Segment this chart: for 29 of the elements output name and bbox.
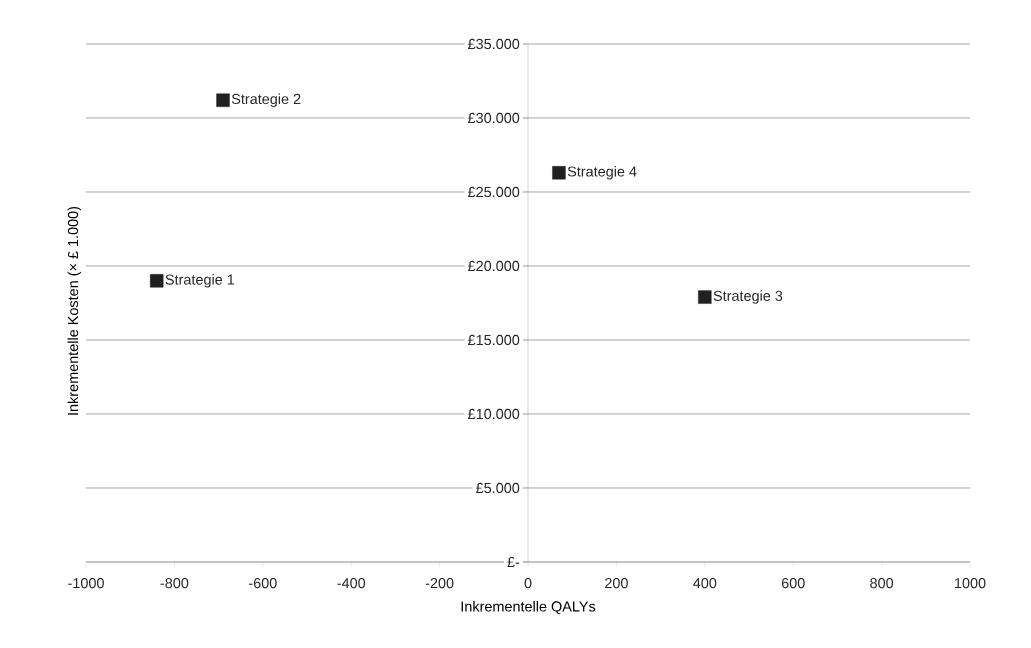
series-label: Strategie 2 [231,93,301,107]
point [216,93,230,107]
x-axis-title: Inkrementelle QALYs [461,601,596,615]
x-tick-label: -800 [160,577,189,589]
y-tick-label: £- [507,556,520,568]
x-tick-label: -200 [425,577,454,589]
x-tick-label: 200 [605,577,628,589]
y-tick-label: £30.000 [468,112,520,124]
y-tick-label: £15.000 [468,334,520,346]
series-label: Strategie 3 [713,290,783,304]
point [698,290,712,304]
x-tick-label: 400 [693,577,717,589]
series-label: Strategie 1 [165,274,235,288]
point [552,166,566,180]
y-tick-label: £25.000 [468,186,520,198]
y-axis-title: Inkrementelle Kosten (× £ 1.000) [67,206,81,415]
x-tick-label: 1000 [955,577,986,589]
x-tick-label: -1000 [68,577,104,589]
point [150,274,164,288]
x-tick-label: 600 [781,577,805,589]
y-tick-label: £10.000 [468,408,520,420]
x-tick-label: -600 [248,577,277,589]
series-label: Strategie 4 [567,166,637,180]
x-tick-label: -400 [337,577,366,589]
x-tick-label: 0 [524,577,532,589]
x-tick-label: 800 [870,577,894,589]
y-tick-label: £5.000 [476,482,520,494]
y-tick-label: £20.000 [468,260,520,272]
y-tick-label: £35.000 [468,38,520,50]
